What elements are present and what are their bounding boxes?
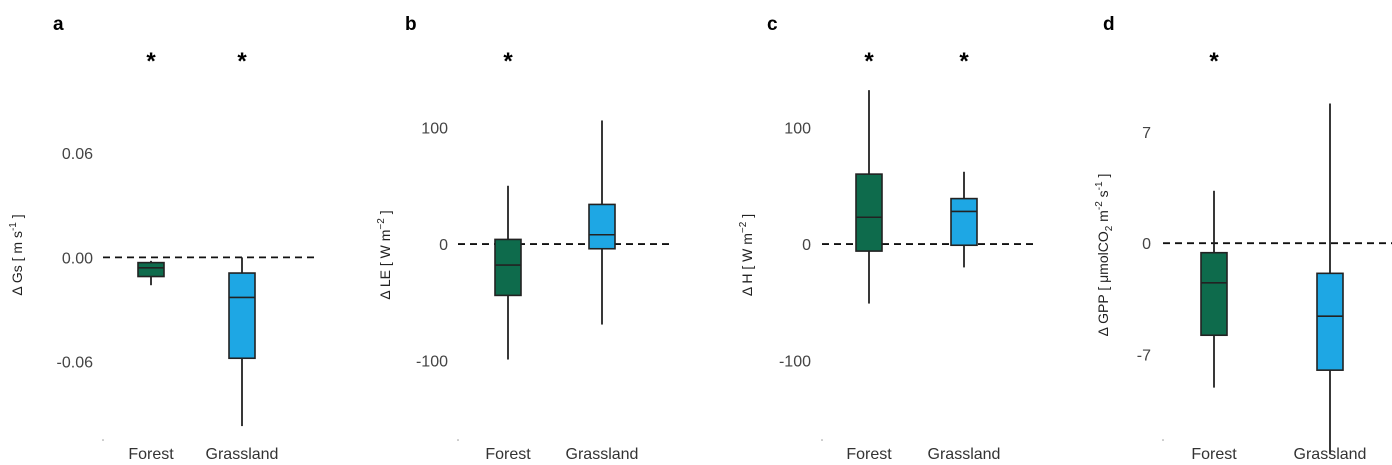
category-label: Grassland (206, 446, 279, 463)
grassland-box (228, 272, 256, 360)
y-axis-title-part: ] (739, 214, 755, 222)
forest-box (494, 238, 522, 297)
significance-asterisk: * (1209, 48, 1219, 75)
panel-letter: d (1103, 14, 1115, 35)
axis-origin-dot (821, 439, 823, 441)
panel-letter: b (405, 14, 417, 35)
y-tick-label: 100 (421, 120, 448, 137)
y-tick-label: -0.06 (57, 355, 94, 372)
y-axis-title-part: Δ GPP (1095, 295, 1111, 337)
y-axis-title-part: m (1095, 210, 1111, 226)
y-axis-title: Δ LE [ W m−2 ] (376, 210, 393, 299)
y-axis-title-part: −2 (738, 221, 749, 233)
panel-b: b 100 0 -100 Δ LE [ W m−2 ] Forest * Grassland (376, 14, 673, 463)
y-tick-label: 0.06 (62, 146, 93, 163)
y-axis-title-part: [ μmolCO (1095, 231, 1111, 294)
category-label: Grassland (928, 446, 1001, 463)
category-label: Grassland (566, 446, 639, 463)
y-axis-title-part: 2 (1104, 225, 1115, 231)
panel-c: c 100 0 -100 Δ H [ W m−2 ] Forest * Grassland * (738, 14, 1034, 463)
y-tick-label: -100 (416, 354, 448, 371)
y-axis-title-part: [ W m (739, 233, 755, 273)
forest-box (137, 261, 165, 278)
category-label: Forest (128, 446, 174, 463)
significance-asterisk: * (503, 48, 513, 75)
y-axis-title-part: ] (1095, 174, 1111, 182)
category-label: Forest (485, 446, 531, 463)
grassland-box (588, 203, 616, 250)
grassland-box (950, 197, 978, 247)
y-axis-title-part: ] (377, 210, 393, 218)
y-tick-label: 0 (439, 237, 448, 254)
panel-letter: a (53, 14, 64, 35)
y-tick-label: 7 (1142, 125, 1151, 142)
y-tick-label: 0 (802, 237, 811, 254)
panel-a: a 0.06 0.00 -0.06 Δ Gs [ m s-1 ] Forest * Grass… (8, 14, 315, 463)
y-axis-title-part: −2 (376, 218, 387, 230)
significance-asterisk: * (146, 48, 156, 75)
panel-d: d 7 0 -7 Δ GPP [ μmolCO2 m-2 s-1 ] Forest * Gra… (1094, 14, 1392, 463)
category-label: Grassland (1294, 446, 1367, 463)
y-axis-title-part: s (1095, 190, 1111, 201)
y-axis-title-part: -2 (1094, 201, 1105, 210)
y-tick-label: 100 (784, 120, 811, 137)
y-tick-label: -7 (1137, 347, 1151, 364)
y-axis-title-part: -1 (1094, 181, 1105, 190)
y-axis-title: Δ GPP [ μmolCO2 m-2 s-1 ] (1094, 174, 1115, 337)
y-axis-title-part: Δ H (739, 274, 755, 297)
y-axis-title-part: ] (9, 214, 25, 222)
panel-letter: c (767, 14, 778, 35)
significance-asterisk: * (864, 48, 874, 75)
y-tick-label: -100 (779, 354, 811, 371)
y-axis-title-part: [ W m (377, 230, 393, 270)
y-axis-title-part: [ m s (9, 231, 25, 265)
axis-origin-dot (1162, 439, 1164, 441)
y-axis-title: Δ Gs [ m s-1 ] (8, 214, 25, 295)
y-tick-label: 0.00 (62, 250, 93, 267)
forest-box (1200, 251, 1228, 337)
y-tick-label: 0 (1142, 236, 1151, 253)
forest-box (855, 173, 883, 252)
y-axis-title-part: Δ LE (377, 270, 393, 300)
axis-origin-dot (457, 439, 459, 441)
y-axis-title-part: Δ Gs (9, 265, 25, 295)
grassland-box (1316, 272, 1344, 371)
significance-asterisk: * (237, 48, 247, 75)
y-axis-title-part: -1 (8, 222, 19, 231)
significance-asterisk: * (959, 48, 969, 75)
y-axis-title: Δ H [ W m−2 ] (738, 214, 755, 296)
axis-origin-dot (102, 439, 104, 441)
category-label: Forest (846, 446, 892, 463)
category-label: Forest (1191, 446, 1237, 463)
